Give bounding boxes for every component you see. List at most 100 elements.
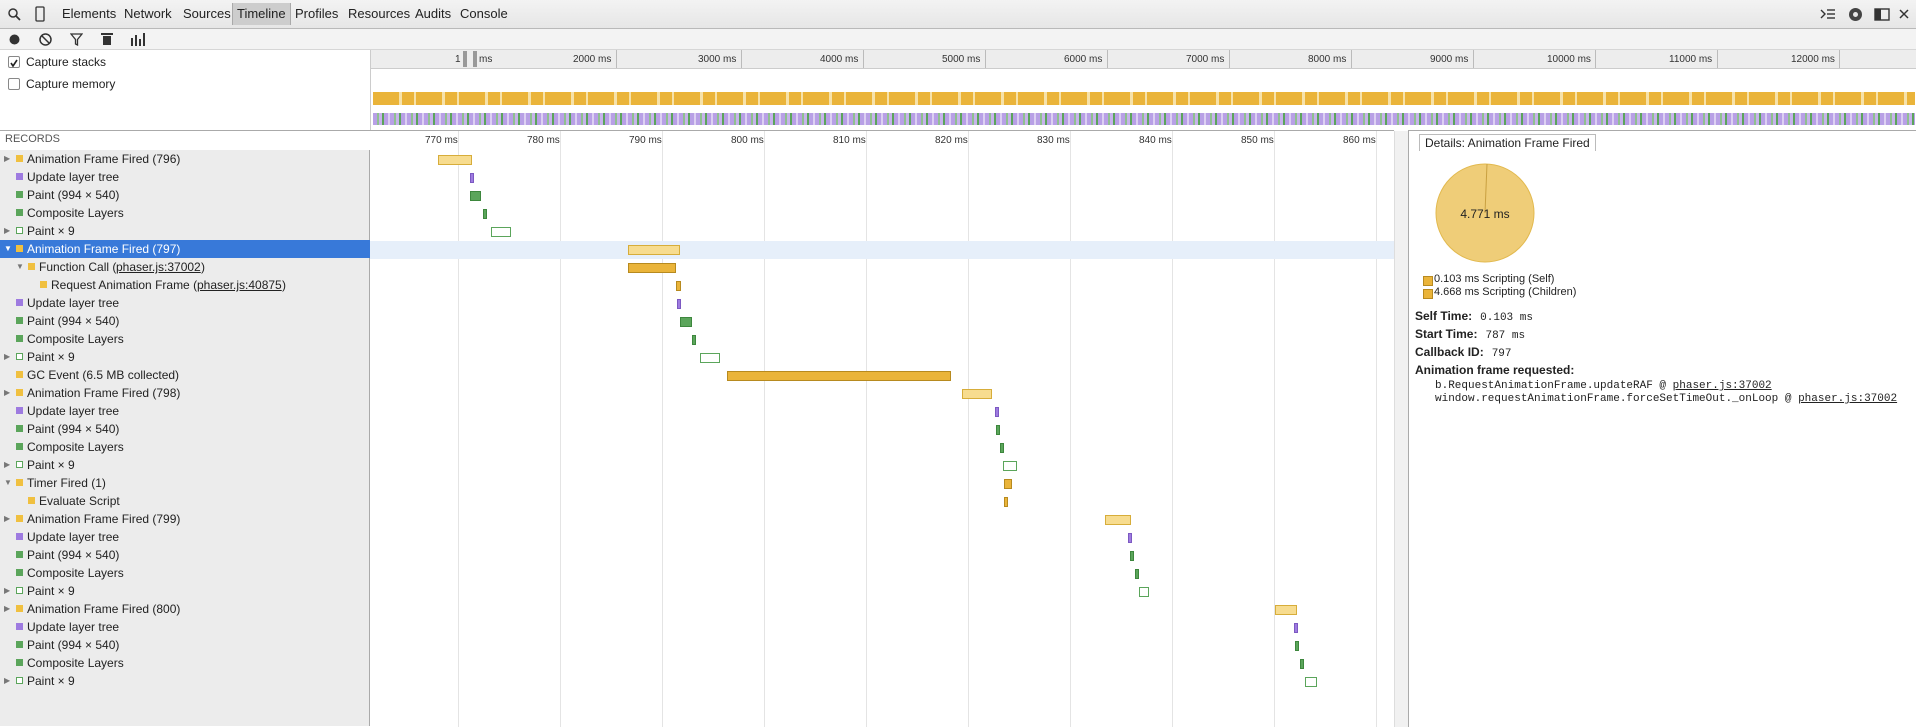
timeline-record-bar[interactable]: [680, 317, 692, 327]
expand-triangle-icon[interactable]: ▶: [4, 604, 11, 613]
record-row[interactable]: Composite Layers: [0, 564, 370, 582]
collapse-triangle-icon[interactable]: ▼: [4, 244, 12, 253]
timeline-record-bar[interactable]: [1275, 605, 1297, 615]
record-row[interactable]: Update layer tree: [0, 618, 370, 636]
record-row[interactable]: Composite Layers: [0, 438, 370, 456]
details-tab[interactable]: Details: Animation Frame Fired: [1419, 134, 1596, 151]
expand-triangle-icon[interactable]: ▶: [4, 154, 11, 163]
record-row[interactable]: ▶ Paint × 9: [0, 672, 370, 690]
timeline-record-bar[interactable]: [1300, 659, 1304, 669]
record-row[interactable]: Composite Layers: [0, 204, 370, 222]
record-row[interactable]: ▶ Paint × 9: [0, 456, 370, 474]
record-row[interactable]: GC Event (6.5 MB collected): [0, 366, 370, 384]
stack-link-1[interactable]: phaser.js:37002: [1672, 380, 1772, 392]
tab-profiles[interactable]: Profiles: [295, 6, 339, 21]
timeline-record-bar[interactable]: [1294, 623, 1298, 633]
timeline-record-bar[interactable]: [996, 425, 1000, 435]
record-row[interactable]: ▶ Animation Frame Fired (799): [0, 510, 370, 528]
garbage-collect-icon[interactable]: [101, 32, 113, 46]
timeline-record-bar[interactable]: [1003, 461, 1017, 471]
timeline-record-bar[interactable]: [692, 335, 696, 345]
timeline-record-bar[interactable]: [438, 155, 472, 165]
expand-triangle-icon[interactable]: ▶: [4, 226, 11, 235]
timeline-record-bar[interactable]: [491, 227, 511, 237]
timeline-record-bar[interactable]: [628, 263, 676, 273]
timeline-record-bar[interactable]: [962, 389, 992, 399]
timeline-record-bar[interactable]: [1295, 641, 1299, 651]
close-icon[interactable]: [1899, 9, 1909, 19]
record-source-link[interactable]: phaser.js:37002: [116, 260, 201, 274]
timeline-scrollbar[interactable]: [1394, 131, 1409, 727]
capture-stacks-checkbox[interactable]: [8, 56, 20, 68]
record-row[interactable]: ▼ Animation Frame Fired (797): [0, 240, 370, 258]
gear-icon[interactable]: [1847, 6, 1864, 23]
record-row[interactable]: Paint (994 × 540): [0, 186, 370, 204]
timeline-record-bar[interactable]: [677, 299, 681, 309]
record-row[interactable]: Evaluate Script: [0, 492, 370, 510]
record-row[interactable]: Update layer tree: [0, 402, 370, 420]
tab-elements[interactable]: Elements: [62, 6, 117, 21]
record-row[interactable]: Request Animation Frame (phaser.js:40875…: [0, 276, 370, 294]
expand-triangle-icon[interactable]: ▶: [4, 388, 11, 397]
timeline-record-bar[interactable]: [1139, 587, 1149, 597]
expand-triangle-icon[interactable]: ▶: [4, 586, 11, 595]
record-row[interactable]: ▶ Paint × 9: [0, 582, 370, 600]
stack-link-2[interactable]: phaser.js:37002: [1798, 393, 1898, 405]
expand-triangle-icon[interactable]: ▶: [4, 514, 11, 523]
tab-sources[interactable]: Sources: [183, 6, 231, 21]
timeline-record-bar[interactable]: [1130, 551, 1134, 561]
record-row[interactable]: ▶ Animation Frame Fired (798): [0, 384, 370, 402]
records-list[interactable]: ▶ Animation Frame Fired (796) Update layer…: [0, 150, 370, 726]
timeline-record-bar[interactable]: [995, 407, 999, 417]
timeline-record-bar[interactable]: [700, 353, 720, 363]
overview-window-handle-right[interactable]: [473, 51, 477, 67]
flame-chart-icon[interactable]: [130, 33, 146, 46]
search-icon[interactable]: [8, 8, 21, 21]
record-row[interactable]: Composite Layers: [0, 654, 370, 672]
record-row[interactable]: ▼ Function Call (phaser.js:37002): [0, 258, 370, 276]
timeline-grid[interactable]: 770 ms 780 ms 790 ms 800 ms 810 ms 820 m…: [370, 130, 1409, 727]
overview-window-handle-left[interactable]: [463, 51, 467, 67]
expand-triangle-icon[interactable]: ▶: [4, 676, 11, 685]
record-icon[interactable]: [9, 34, 20, 45]
tab-network[interactable]: Network: [124, 6, 172, 21]
timeline-record-bar[interactable]: [1000, 443, 1004, 453]
capture-memory-checkbox[interactable]: [8, 78, 20, 90]
timeline-record-bar[interactable]: [470, 173, 474, 183]
tab-resources[interactable]: Resources: [348, 6, 411, 21]
timeline-record-bar[interactable]: [1128, 533, 1132, 543]
record-row[interactable]: Paint (994 × 540): [0, 636, 370, 654]
record-row[interactable]: Update layer tree: [0, 528, 370, 546]
dock-side-icon[interactable]: [1874, 8, 1890, 21]
timeline-record-bar[interactable]: [727, 371, 951, 381]
timeline-record-bar[interactable]: [628, 245, 680, 255]
record-row[interactable]: Update layer tree: [0, 168, 370, 186]
timeline-record-bar[interactable]: [470, 191, 481, 201]
collapse-triangle-icon[interactable]: ▼: [4, 478, 12, 487]
expand-triangle-icon[interactable]: ▶: [4, 352, 11, 361]
record-row[interactable]: Composite Layers: [0, 330, 370, 348]
timeline-record-bar[interactable]: [483, 209, 487, 219]
tab-timeline[interactable]: Timeline: [232, 3, 291, 25]
record-row[interactable]: ▶ Paint × 9: [0, 348, 370, 366]
timeline-record-bar[interactable]: [1105, 515, 1131, 525]
tab-audits[interactable]: Audits: [415, 6, 452, 21]
record-row[interactable]: Paint (994 × 540): [0, 312, 370, 330]
tab-console[interactable]: Console: [460, 6, 508, 21]
clear-icon[interactable]: [39, 33, 52, 46]
timeline-record-bar[interactable]: [676, 281, 681, 291]
record-source-link[interactable]: phaser.js:40875: [197, 278, 282, 292]
timeline-overview[interactable]: 1 ms 2000 ms 3000 ms 4000 ms 5000 ms 600…: [370, 50, 1916, 130]
console-drawer-icon[interactable]: [1820, 8, 1836, 21]
collapse-triangle-icon[interactable]: ▼: [16, 262, 24, 271]
record-row[interactable]: Update layer tree: [0, 294, 370, 312]
record-row[interactable]: Paint (994 × 540): [0, 420, 370, 438]
record-row[interactable]: Paint (994 × 540): [0, 546, 370, 564]
timeline-record-bar[interactable]: [1004, 497, 1008, 507]
record-row[interactable]: ▶ Animation Frame Fired (800): [0, 600, 370, 618]
record-row[interactable]: ▶ Paint × 9: [0, 222, 370, 240]
timeline-record-bar[interactable]: [1305, 677, 1317, 687]
device-mode-icon[interactable]: [35, 6, 45, 22]
timeline-record-bar[interactable]: [1135, 569, 1139, 579]
record-row[interactable]: ▶ Animation Frame Fired (796): [0, 150, 370, 168]
